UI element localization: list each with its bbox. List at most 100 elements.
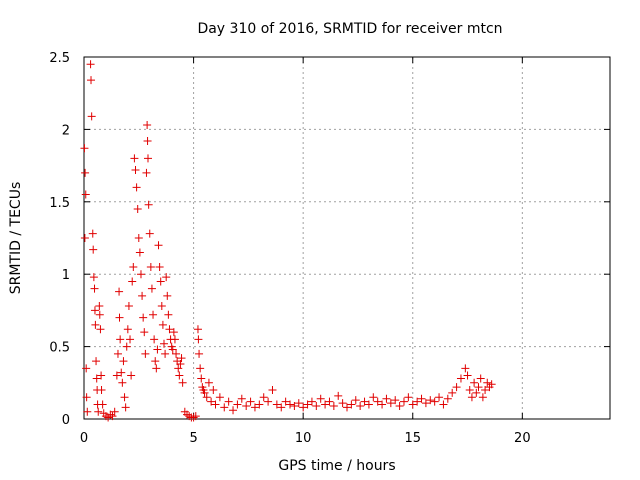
data-point [193, 325, 202, 334]
data-point [202, 393, 211, 402]
data-point [470, 378, 479, 387]
data-point [472, 388, 481, 397]
data-point [417, 394, 426, 403]
y-tick-label: 2 [62, 123, 70, 138]
y-tick-label: 0 [62, 413, 70, 428]
data-point [154, 241, 163, 250]
data-point [220, 403, 229, 412]
data-point [197, 374, 206, 383]
data-point [164, 310, 173, 319]
data-point [467, 393, 476, 402]
y-tick-labels: 0 0.5 1 1.5 2 2.5 [49, 51, 70, 428]
y-tick-label: 0.5 [49, 341, 70, 356]
data-point [153, 345, 162, 354]
data-point [272, 400, 281, 409]
data-point [90, 306, 99, 315]
data-point [211, 400, 220, 409]
data-point [286, 400, 295, 409]
data-point [268, 386, 277, 395]
data-point [325, 397, 334, 406]
data-point [169, 328, 178, 337]
data-point [408, 400, 417, 409]
data-point [487, 380, 496, 389]
data-point [373, 397, 382, 406]
data-point [128, 277, 137, 286]
data-point [81, 168, 90, 177]
data-point [115, 313, 124, 322]
data-point [391, 396, 400, 405]
data-point [132, 183, 141, 192]
y-tick-label: 1.5 [49, 196, 70, 211]
data-point [135, 248, 144, 257]
data-point [131, 165, 140, 174]
data-point [174, 364, 183, 373]
data-point [144, 200, 153, 209]
y-axis-label: SRMTID / TECUs [8, 182, 24, 295]
data-point [343, 403, 351, 412]
data-point [117, 368, 126, 377]
data-point [177, 354, 186, 363]
data-point [321, 400, 330, 409]
data-point [215, 393, 224, 402]
data-point [91, 320, 100, 329]
data-point [130, 154, 139, 163]
data-point [123, 325, 132, 334]
data-point [163, 291, 172, 300]
data-point [233, 400, 242, 409]
data-point [88, 229, 97, 238]
data-point [194, 335, 203, 344]
data-point [124, 302, 133, 311]
data-point [329, 401, 338, 410]
x-axis-label: GPS time / hours [278, 458, 395, 474]
data-point [307, 397, 316, 406]
data-point [113, 349, 122, 358]
data-point [146, 262, 155, 271]
x-tick-label: 0 [80, 431, 88, 446]
data-point [303, 400, 312, 409]
data-point [476, 374, 485, 383]
data-point [87, 76, 96, 85]
data-point [386, 399, 395, 408]
data-point [463, 371, 472, 380]
data-point [277, 403, 286, 412]
axis-ticks [83, 56, 610, 420]
data-point [356, 401, 365, 410]
data-point [170, 335, 179, 344]
data-point [294, 399, 303, 408]
x-tick-label: 20 [514, 431, 531, 446]
data-point [133, 205, 142, 214]
data-point [452, 383, 461, 392]
data-point [80, 144, 89, 153]
data-point [209, 386, 218, 395]
data-points [80, 60, 496, 422]
data-point [143, 121, 152, 130]
data-point [334, 391, 343, 400]
data-point [426, 396, 435, 405]
data-point [404, 393, 413, 402]
data-point [175, 371, 184, 380]
data-point [127, 371, 136, 380]
data-point [152, 364, 161, 373]
y-tick-label: 1 [62, 268, 70, 283]
data-point [96, 325, 105, 334]
data-point [369, 393, 378, 402]
data-point [178, 378, 187, 387]
data-point [97, 371, 106, 380]
data-point [119, 357, 128, 366]
data-point [474, 383, 483, 392]
data-point [461, 364, 470, 373]
data-point [134, 234, 143, 242]
data-point [165, 325, 174, 334]
data-point [143, 154, 152, 163]
data-point [465, 386, 474, 395]
data-point [138, 291, 147, 300]
x-tick-label: 10 [295, 431, 312, 446]
data-point [229, 406, 238, 415]
data-point [116, 335, 125, 344]
data-point [481, 386, 490, 395]
x-tick-label: 5 [189, 431, 197, 446]
data-point [92, 374, 101, 383]
data-point [87, 112, 96, 121]
data-point [158, 320, 167, 329]
data-point [395, 401, 404, 410]
